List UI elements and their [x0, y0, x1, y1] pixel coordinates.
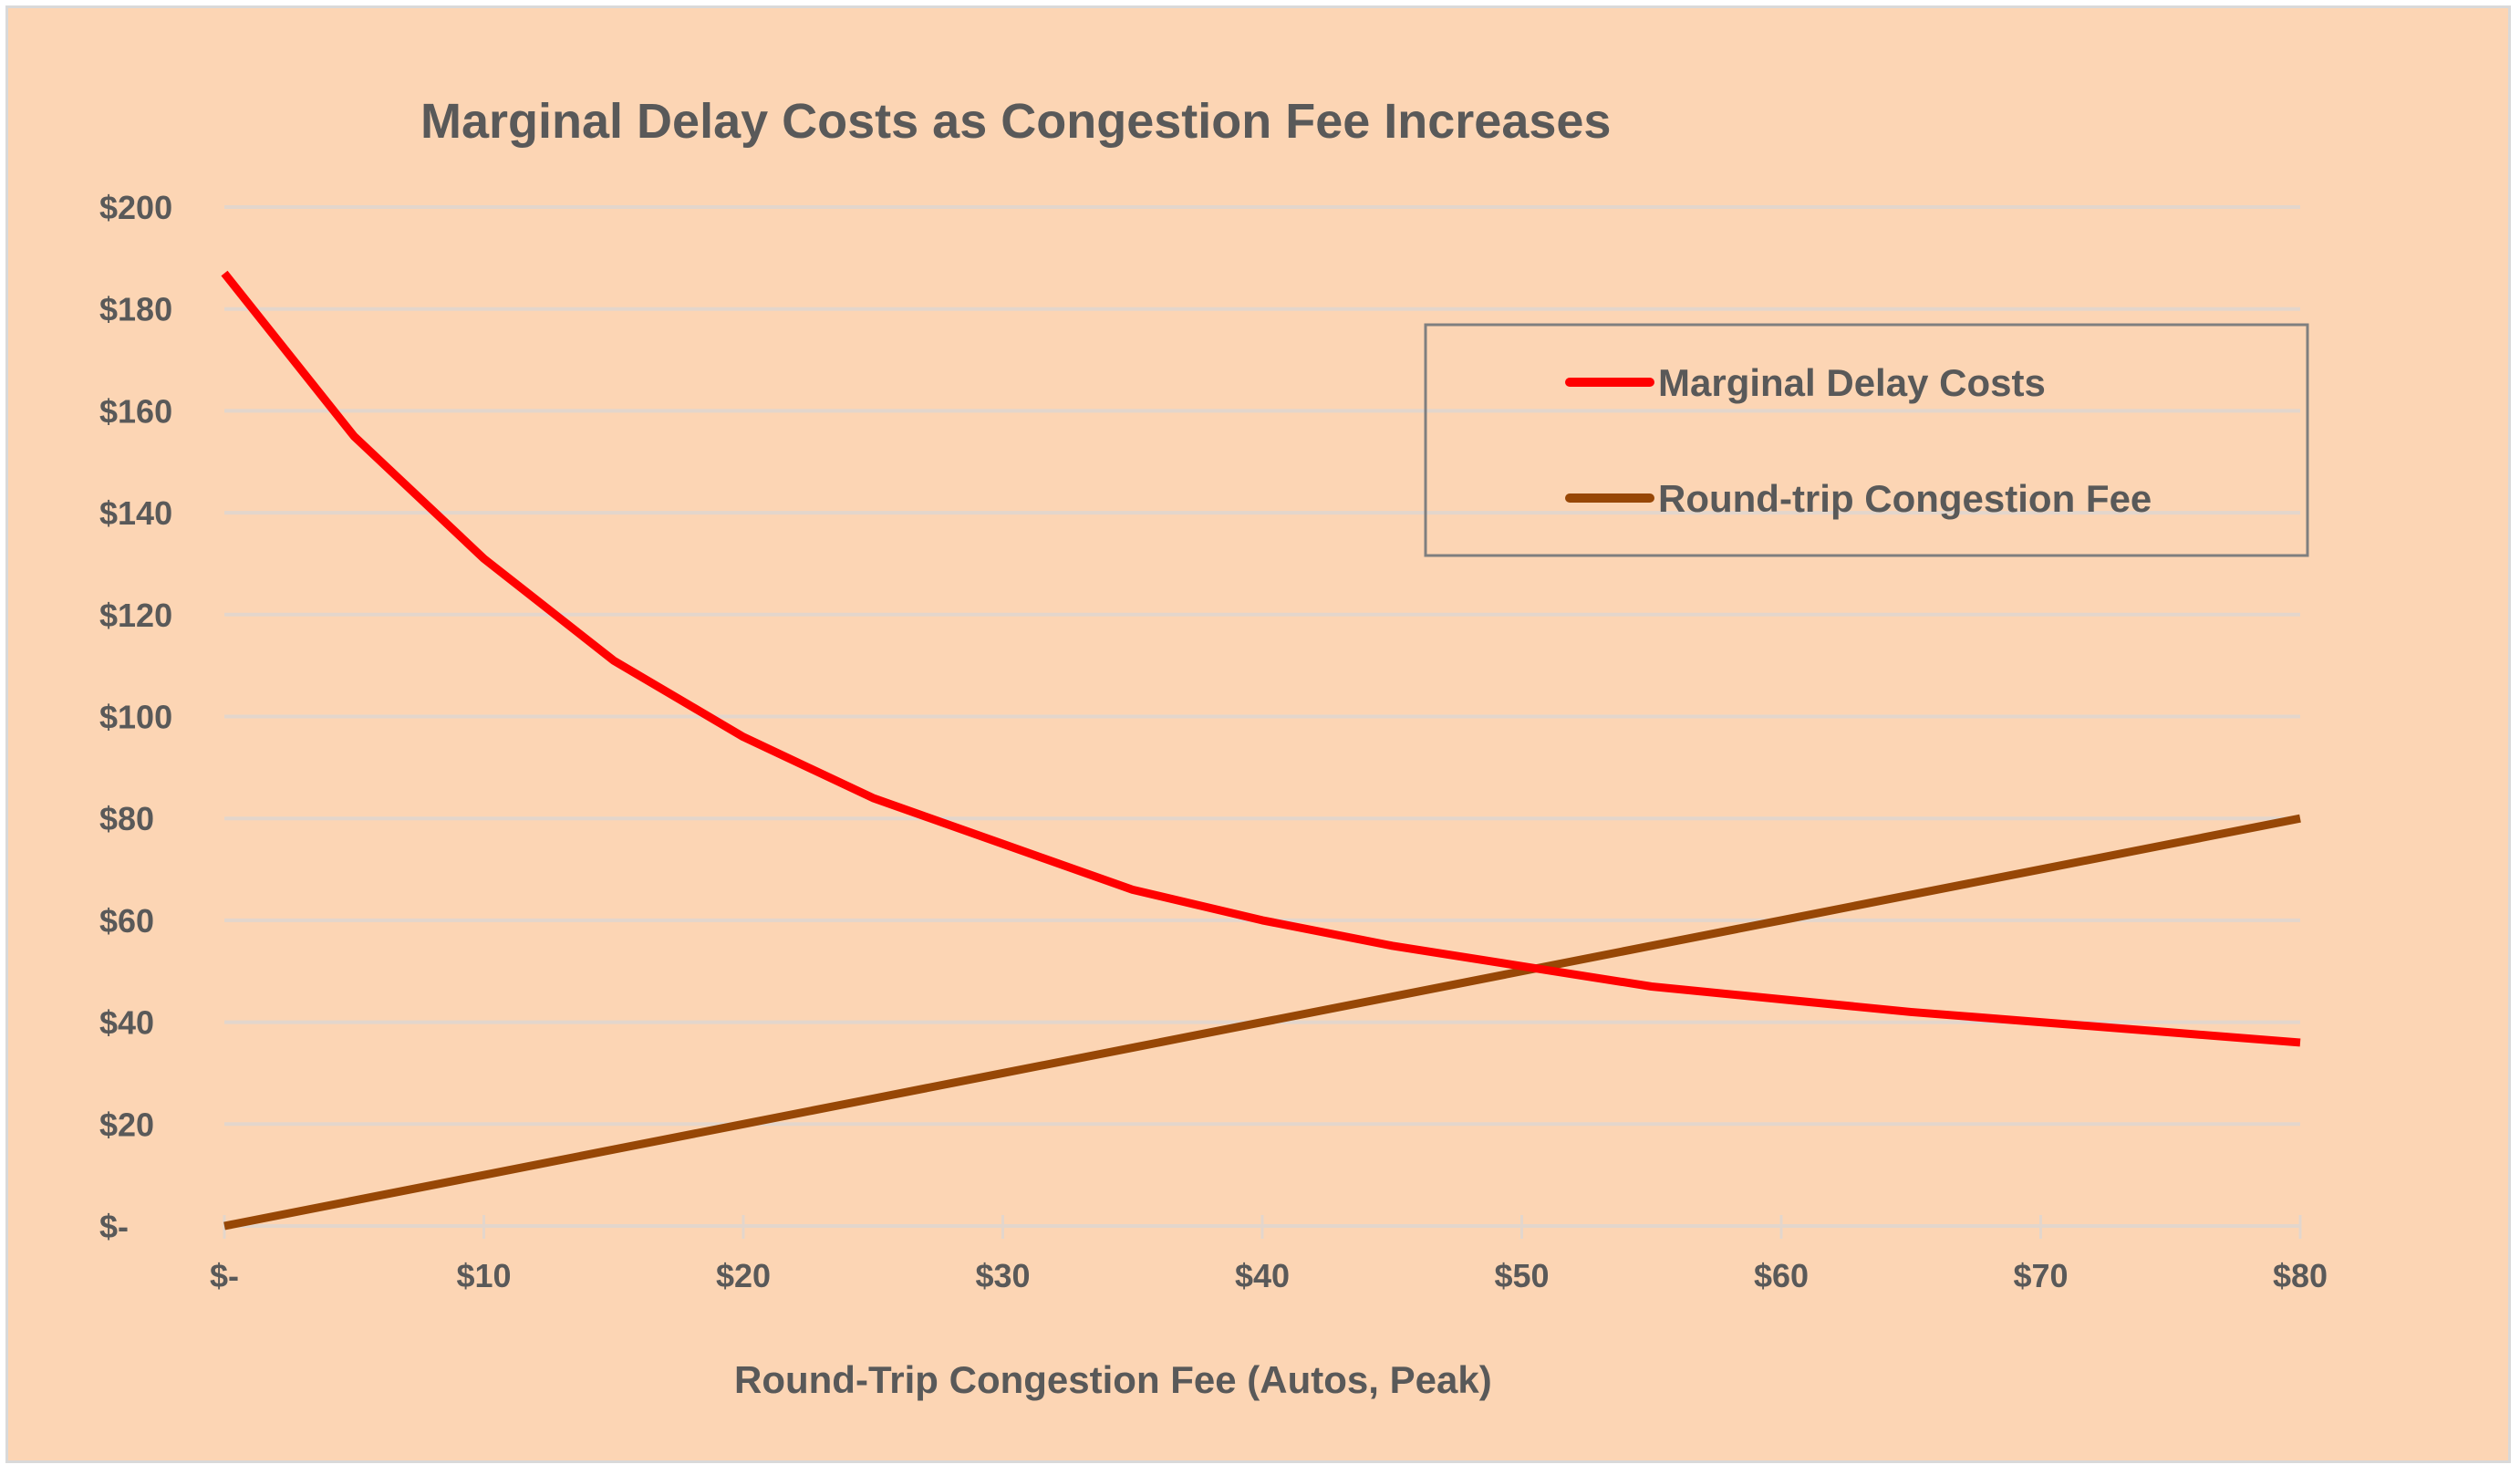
legend-label-marginal-delay: Marginal Delay Costs	[1658, 361, 2046, 404]
legend-box	[1424, 323, 2309, 557]
y-tick-label: $140	[99, 494, 172, 532]
y-tick-label: $100	[99, 699, 172, 736]
y-tick-label: $80	[99, 800, 154, 837]
y-tick-label: $60	[99, 902, 154, 940]
y-tick-label: $40	[99, 1004, 154, 1042]
chart-area: Marginal Delay Costs as Congestion Fee I…	[5, 5, 2511, 1463]
x-tick-label: $70	[2013, 1257, 2068, 1294]
x-tick-label: $-	[210, 1257, 239, 1294]
x-tick-label: $10	[456, 1257, 511, 1294]
x-axis-ticks	[223, 1215, 2302, 1239]
y-tick-label: $160	[99, 392, 172, 430]
x-tick-label: $20	[716, 1257, 771, 1294]
x-tick-label: $30	[975, 1257, 1030, 1294]
y-tick-label: $200	[99, 189, 172, 226]
x-tick-label: $40	[1235, 1257, 1290, 1294]
series-lines	[221, 270, 2301, 1231]
chart-title: Marginal Delay Costs as Congestion Fee I…	[420, 94, 1611, 149]
y-tick-label: $20	[99, 1106, 154, 1143]
series-line-round-trip-congestion-fee	[223, 814, 2301, 1231]
y-axis-labels: $- $20 $40 $60 $80 $100 $120 $140 $160 $180 $200	[99, 189, 172, 1245]
x-axis-labels: $- $10 $20 $30 $40 $50 $60 $70 $80	[210, 1257, 2328, 1294]
series-line-marginal-delay-costs	[221, 270, 2301, 1047]
x-tick-label: $80	[2273, 1257, 2328, 1294]
legend: Marginal Delay Costs Round-trip Congesti…	[1424, 323, 2309, 557]
x-axis-title: Round-Trip Congestion Fee (Autos, Peak)	[734, 1358, 1492, 1401]
legend-label-congestion-fee: Round-trip Congestion Fee	[1658, 477, 2152, 520]
y-tick-label: $180	[99, 291, 172, 328]
gridlines	[224, 205, 2300, 1228]
y-tick-label: $-	[99, 1208, 129, 1245]
line-chart: Marginal Delay Costs as Congestion Fee I…	[99, 94, 2328, 1401]
x-tick-label: $50	[1494, 1257, 1549, 1294]
x-tick-label: $60	[1754, 1257, 1809, 1294]
y-tick-label: $120	[99, 597, 172, 634]
